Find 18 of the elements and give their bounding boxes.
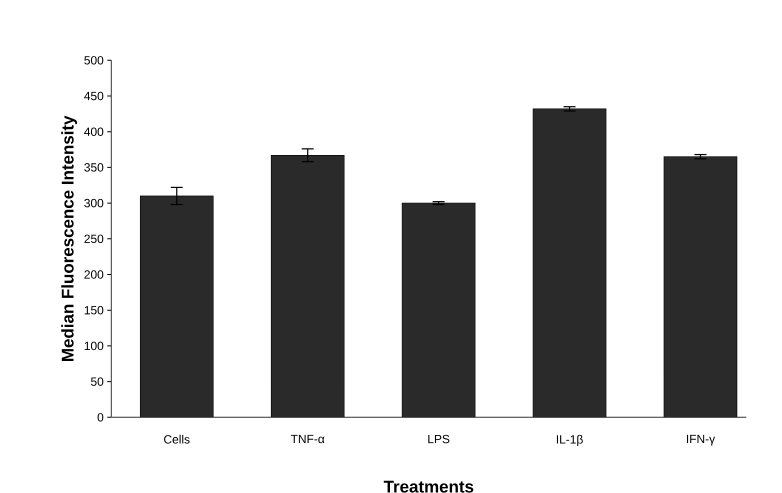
- x-tick-label: IL-1β: [556, 434, 583, 446]
- y-tick-label: 200: [84, 270, 104, 279]
- y-tick-label: 100: [84, 342, 104, 350]
- x-tick-label: IFN-γ: [686, 434, 716, 446]
- y-tick-label: 350: [84, 163, 104, 172]
- y-axis-title: Median Fluorescence Intensity: [61, 116, 77, 361]
- x-tick-label: TNF-α: [290, 434, 324, 444]
- x-tick-label: Cells: [164, 434, 190, 444]
- y-tick-label: 400: [84, 127, 104, 136]
- y-tick-label: 150: [84, 306, 104, 314]
- y-tick-label: 0: [98, 413, 104, 422]
- y-tick-label: 300: [84, 198, 104, 208]
- y-tick-label: 500: [84, 56, 104, 65]
- y-tick-label: 50: [90, 377, 104, 386]
- x-tick-label: LPS: [428, 434, 450, 444]
- y-tick-label: 450: [84, 92, 104, 100]
- x-axis-title: Treatments: [384, 480, 474, 493]
- y-tick-label: 250: [84, 234, 104, 244]
